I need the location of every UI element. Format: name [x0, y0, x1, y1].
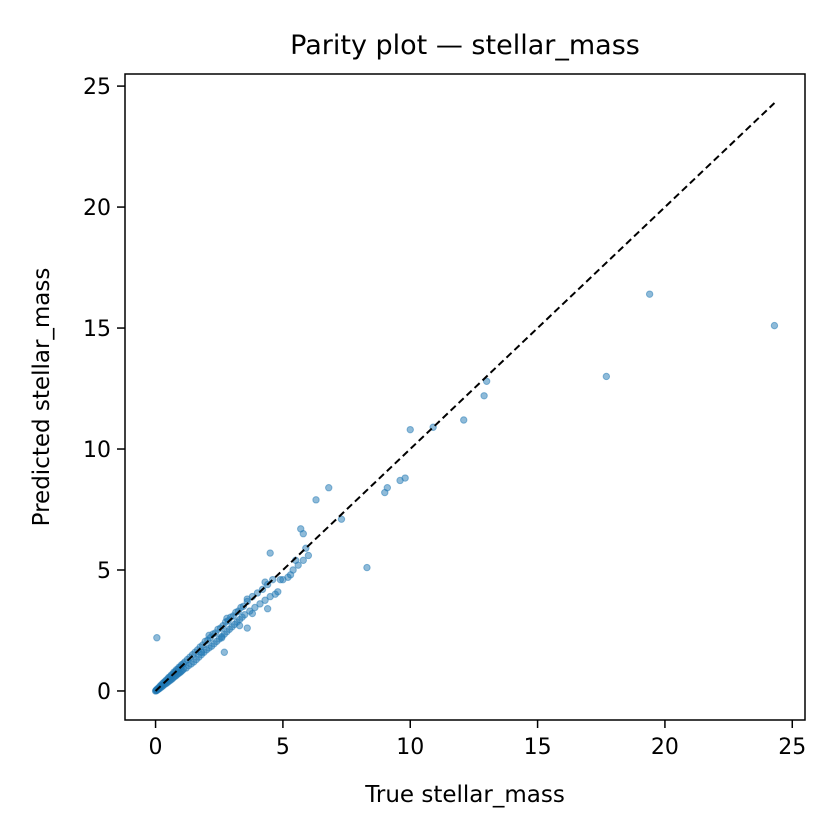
points-layer [151, 290, 779, 695]
data-point-108 [274, 588, 282, 596]
x-tick-label-0: 0 [149, 735, 163, 760]
y-ticks: 0 5 10 15 20 25 [83, 75, 125, 705]
data-point-121 [235, 621, 244, 630]
data-point-147 [602, 372, 611, 381]
data-point-95 [241, 611, 249, 619]
x-tick-label-25: 25 [778, 735, 806, 760]
x-axis-label: True stellar_mass [364, 782, 565, 808]
y-tick-label-5: 5 [97, 559, 111, 584]
data-point-120 [218, 634, 226, 642]
x-tick-label-5: 5 [276, 735, 290, 760]
x-tick-label-20: 20 [651, 735, 679, 760]
data-point-136 [337, 515, 346, 523]
x-tick-label-15: 15 [524, 735, 552, 760]
data-point-132 [299, 530, 307, 538]
data-point-115 [223, 614, 231, 623]
data-point-145 [480, 392, 488, 400]
data-point-101 [256, 600, 264, 608]
data-point-124 [220, 648, 229, 656]
data-point-103 [261, 596, 269, 604]
data-point-141 [401, 474, 409, 482]
plot-frame [124, 73, 806, 721]
data-point-119 [205, 631, 213, 640]
data-point-135 [325, 484, 333, 492]
data-point-114 [304, 551, 313, 560]
chart-title: Parity plot — stellar_mass [290, 30, 640, 61]
data-point-122 [248, 609, 257, 618]
y-tick-label-10: 10 [83, 438, 111, 463]
data-point-139 [383, 484, 392, 492]
data-point-144 [460, 416, 468, 424]
data-point-137 [363, 563, 371, 572]
y-tick-label-0: 0 [97, 680, 111, 705]
y-tick-label-25: 25 [83, 75, 111, 100]
x-tick-label-10: 10 [396, 735, 424, 760]
data-point-116 [243, 595, 251, 603]
y-tick-label-15: 15 [83, 317, 111, 342]
data-point-127 [266, 549, 274, 557]
data-point-113 [299, 556, 307, 565]
data-point-99 [251, 603, 259, 612]
data-point-142 [406, 425, 414, 434]
data-point-128 [276, 575, 285, 584]
data-point-148 [645, 290, 654, 298]
data-point-118 [197, 648, 206, 656]
y-axis-label: Predicted stellar_mass [29, 268, 55, 527]
data-point-125 [243, 624, 251, 632]
y-tick-label-20: 20 [83, 196, 111, 221]
data-point-117 [261, 578, 269, 586]
data-point-134 [312, 496, 320, 504]
data-point-126 [263, 605, 272, 613]
data-point-149 [770, 321, 779, 330]
x-ticks: 0 5 10 15 20 25 [149, 720, 806, 760]
data-point-146 [482, 377, 491, 385]
data-point-123 [153, 634, 161, 642]
data-point-129 [286, 571, 295, 579]
